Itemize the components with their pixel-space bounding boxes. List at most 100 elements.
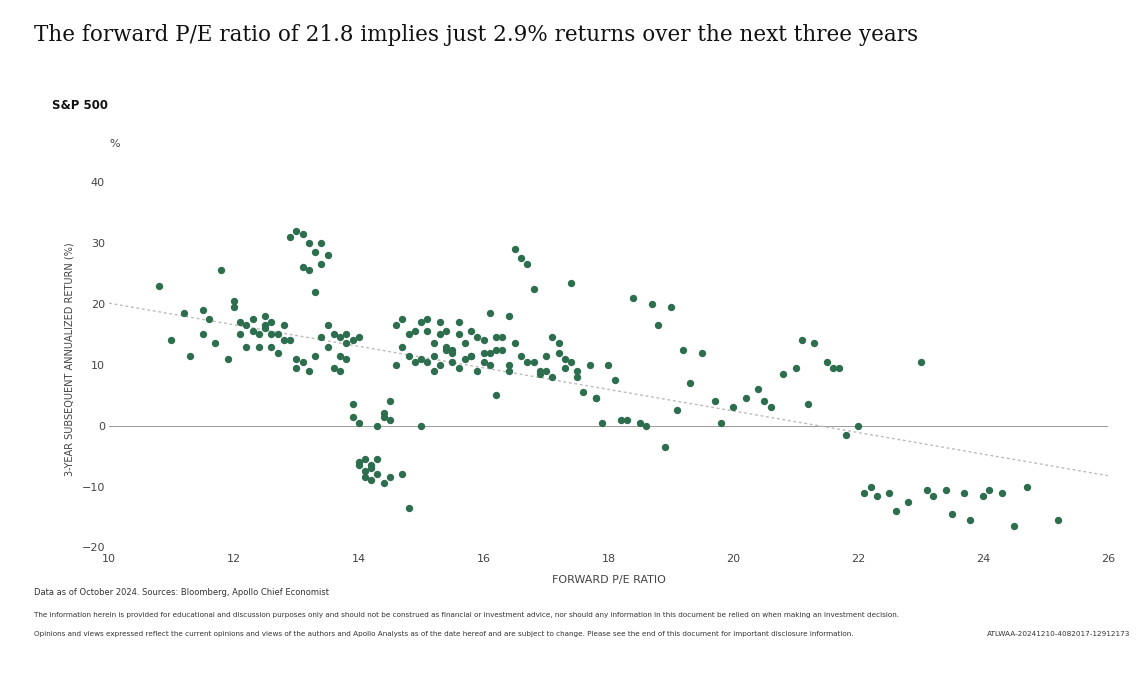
Point	[262, 317, 280, 328]
Point	[537, 365, 556, 376]
Point	[174, 307, 193, 318]
Point	[318, 341, 336, 352]
Point	[748, 384, 767, 394]
Point	[512, 350, 530, 361]
Point	[387, 359, 405, 370]
Point	[461, 326, 480, 337]
Point	[250, 329, 269, 340]
Point	[338, 354, 356, 364]
Point	[430, 359, 449, 370]
Point	[287, 226, 305, 237]
Point	[461, 350, 480, 361]
Point	[899, 496, 917, 507]
Point	[587, 393, 605, 404]
Point	[312, 237, 331, 248]
Point	[487, 344, 505, 355]
Text: ATLWAA-20241210-4082017-12912173: ATLWAA-20241210-4082017-12912173	[987, 631, 1131, 637]
Point	[494, 344, 512, 355]
Point	[574, 387, 592, 398]
Point	[274, 335, 293, 346]
Point	[556, 354, 574, 364]
Point	[817, 356, 836, 367]
Point	[937, 484, 955, 495]
Point	[243, 313, 262, 324]
Point	[250, 341, 269, 352]
Point	[225, 295, 243, 306]
Point	[993, 487, 1011, 498]
Point	[568, 371, 587, 382]
Point	[505, 243, 523, 254]
Point	[525, 284, 543, 294]
Point	[561, 277, 580, 288]
Point	[955, 487, 974, 498]
Point	[356, 472, 374, 483]
Point	[943, 509, 961, 520]
Point	[556, 362, 574, 373]
Point	[212, 265, 231, 276]
Point	[294, 262, 312, 273]
Point	[362, 463, 380, 474]
Text: Opinions and views expressed reflect the current opinions and views of the autho: Opinions and views expressed reflect the…	[34, 631, 854, 637]
Point	[924, 490, 943, 501]
Point	[331, 332, 349, 343]
Point	[855, 487, 874, 498]
Point	[499, 359, 518, 370]
Point	[205, 338, 224, 349]
Point	[343, 411, 362, 422]
Point	[269, 329, 287, 340]
Point	[1004, 521, 1023, 532]
Point	[374, 478, 393, 489]
Point	[481, 307, 499, 318]
Point	[737, 393, 755, 404]
Point	[369, 454, 387, 464]
Point	[837, 429, 855, 440]
Point	[543, 332, 561, 343]
Point	[162, 335, 180, 346]
Point	[318, 320, 336, 330]
Point	[425, 365, 443, 376]
Text: S&P 500: S&P 500	[52, 99, 108, 112]
Point	[656, 441, 674, 452]
Point	[561, 356, 580, 367]
Point	[474, 335, 492, 346]
Point	[861, 481, 879, 492]
Point	[805, 338, 823, 349]
Point	[474, 347, 492, 358]
Point	[338, 329, 356, 340]
Point	[437, 326, 456, 337]
Point	[499, 365, 518, 376]
Point	[356, 454, 374, 464]
Point	[443, 347, 461, 358]
Point	[487, 332, 505, 343]
Point	[474, 356, 492, 367]
Point	[405, 356, 424, 367]
Point	[481, 359, 499, 370]
Point	[512, 253, 530, 264]
Point	[661, 301, 680, 312]
Point	[443, 344, 461, 355]
Point	[300, 365, 318, 376]
Point	[799, 399, 817, 410]
Point	[549, 347, 567, 358]
Point	[581, 359, 599, 370]
Point	[961, 515, 979, 526]
Point	[437, 341, 456, 352]
Point	[793, 335, 812, 346]
Point	[150, 280, 169, 291]
Point	[543, 371, 561, 382]
Point	[369, 420, 387, 431]
Point	[194, 305, 212, 316]
Point	[886, 505, 905, 516]
Point	[705, 396, 723, 407]
Point	[312, 332, 331, 343]
Point	[256, 323, 274, 334]
Point	[425, 338, 443, 349]
Point	[400, 503, 418, 513]
Point	[238, 320, 256, 330]
Point	[287, 354, 305, 364]
Point	[594, 417, 612, 428]
Point	[643, 299, 661, 309]
Point	[530, 369, 549, 379]
Point	[394, 469, 412, 480]
Point	[468, 365, 487, 376]
